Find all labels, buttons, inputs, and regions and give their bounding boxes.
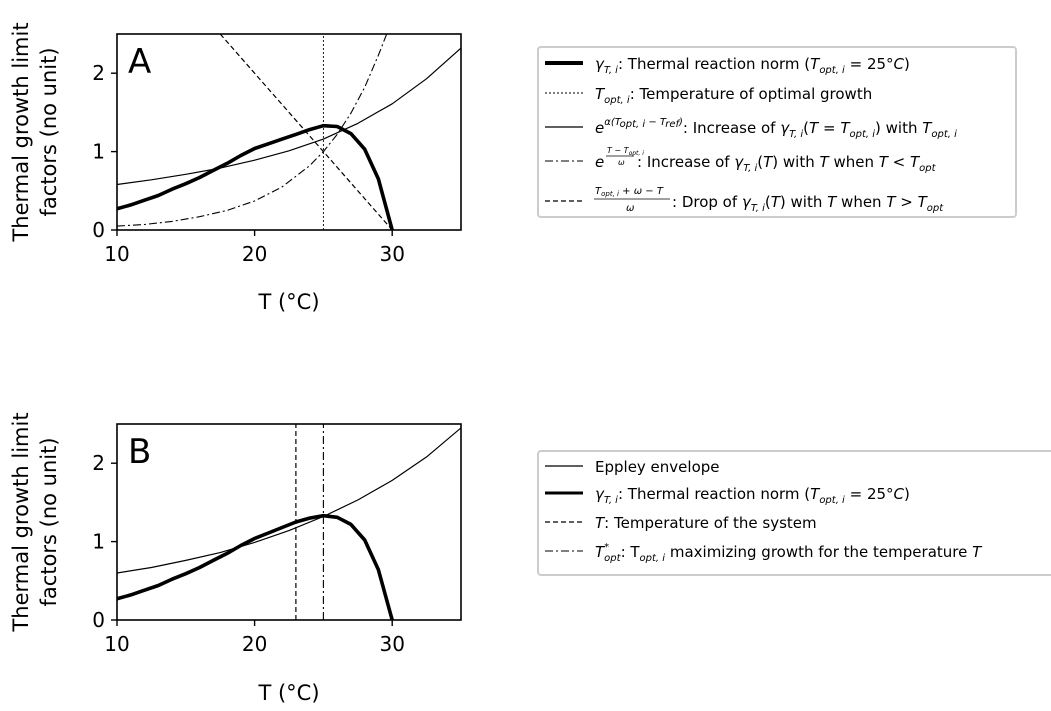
panel-a-ytick-label-0: 0 — [92, 218, 105, 242]
panel-b-ticks: 10 20 30 0 1 2 — [92, 451, 405, 656]
panel-b-ytick-label-0: 0 — [92, 608, 105, 632]
panel-b-ylabel-line2: factors (no unit) — [37, 437, 61, 606]
panel-b-ytick-label-1: 1 — [92, 530, 105, 554]
legend-b-entry-2: T: Temperature of the system — [595, 514, 817, 532]
panel-b-legend: Eppley envelope γT, i: Thermal reaction … — [537, 450, 1051, 576]
panel-a-series-2 — [117, 47, 461, 186]
panel-a-series-3 — [117, 34, 388, 227]
panel-a-xtick-label-20: 20 — [242, 242, 267, 266]
panel-a-series-4 — [219, 34, 393, 230]
panel-b-series-1 — [117, 513, 394, 620]
panel-a-ticks: 10 20 30 0 1 2 — [92, 61, 405, 266]
panel-b-series-0 — [117, 427, 461, 574]
panel-b-legend-box — [537, 450, 1051, 576]
panel-a-xtick-label-10: 10 — [104, 242, 129, 266]
panel-a-xlabel: T (°C) — [257, 290, 319, 314]
panel-a-series-0 — [117, 123, 394, 230]
panel-a-letter: A — [128, 42, 151, 82]
panel-b-xtick-label-10: 10 — [104, 632, 129, 656]
panel-b-ytick-label-2: 2 — [92, 451, 105, 475]
panel-b-plot-area — [117, 424, 461, 620]
panel-a-frame — [116, 33, 462, 231]
panel-a-plot-area — [117, 34, 461, 230]
panel-a-ylabel-line2: factors (no unit) — [37, 47, 61, 216]
legend-b-entry-0: Eppley envelope — [595, 458, 720, 476]
legend-a-entry-3: e T − Topt, i ω : Increase of γT, i(T) w… — [595, 141, 937, 174]
panel-b-xtick-label-20: 20 — [242, 632, 267, 656]
legend-a-entry-1: Topt, i: Temperature of optimal growth — [595, 85, 872, 106]
legend-b-entry-3: T* opt: Topt, i maximizing growth for the… — [595, 542, 983, 564]
panel-a-ytick-label-2: 2 — [92, 61, 105, 85]
panel-a-xtick-label-30: 30 — [379, 242, 404, 266]
legend-a-entry-2: eα(Topt, i − Tref): Increase of γT, i(T … — [595, 117, 957, 140]
panel-a-legend-box — [537, 46, 1017, 218]
panel-a-legend: γT, i: Thermal reaction norm (Topt, i = … — [537, 46, 1017, 218]
panel-a-ytick-label-1: 1 — [92, 140, 105, 164]
panel-b-letter: B — [128, 432, 151, 472]
legend-a-entry-0: γT, i: Thermal reaction norm (Topt, i = … — [595, 55, 910, 76]
panel-b-xtick-label-30: 30 — [379, 632, 404, 656]
panel-b-xlabel: T (°C) — [257, 681, 319, 705]
panel-b-ylabel-line1: Thermal growth limit — [9, 412, 33, 632]
legend-b-entry-1: γT, i: Thermal reaction norm (Topt, i = … — [595, 485, 910, 506]
panel-a-ylabel-line1: Thermal growth limit — [9, 22, 33, 242]
panel-b-frame — [116, 423, 462, 621]
legend-a-entry-4: Topt, i + ω − T ω : Drop of γT, i(T) wit… — [595, 180, 944, 215]
